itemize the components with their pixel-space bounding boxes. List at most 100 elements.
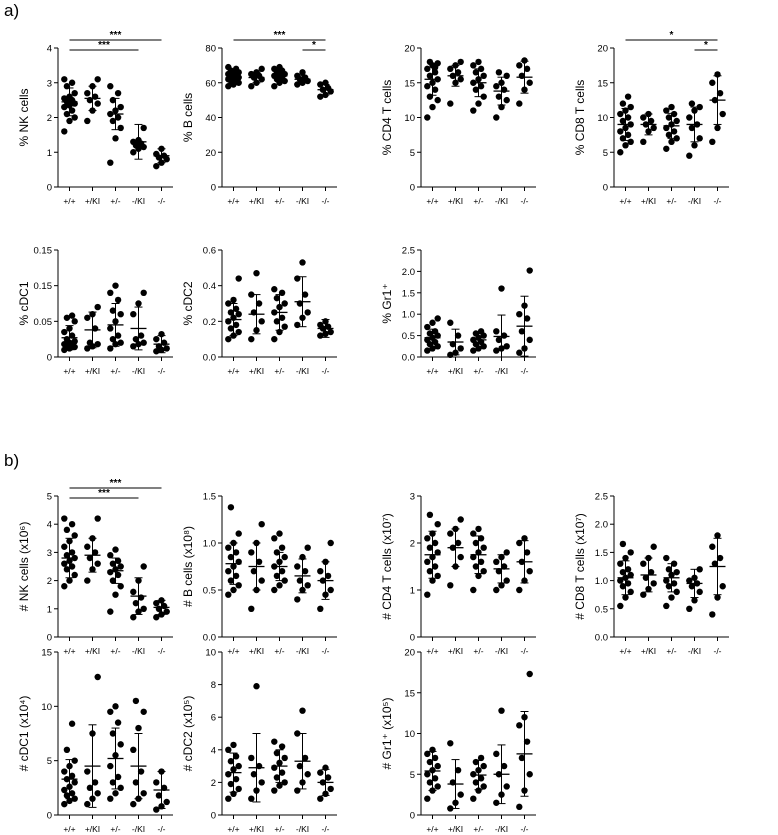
data-point (107, 159, 114, 166)
y-tick-label: 0.5 (402, 331, 415, 342)
data-point (132, 335, 140, 343)
data-point (281, 754, 288, 762)
y-tick-label: 0 (47, 353, 52, 364)
y-tick-label: 10 (205, 648, 216, 659)
data-point (107, 345, 114, 352)
data-point (114, 332, 122, 339)
data-point (112, 591, 119, 598)
data-point (673, 588, 680, 596)
data-point (640, 138, 647, 146)
y-axis-label: % Gr1⁺ (380, 283, 394, 323)
data-point (227, 577, 235, 584)
data-point (135, 724, 142, 732)
data-point (523, 315, 531, 322)
chart-a7: 0.0 0.5 1.0 1.5 2.0 2.5 % Gr1⁺ +/+ +/KI +/- -/KI -/… (380, 246, 536, 376)
data-point (86, 784, 94, 792)
data-point (434, 549, 441, 556)
data-point (94, 100, 101, 107)
data-point (503, 577, 510, 584)
data-point (719, 583, 726, 590)
data-point (447, 351, 454, 359)
y-tick-label: 4 (47, 520, 52, 531)
data-point (317, 605, 324, 612)
data-point (255, 300, 263, 307)
data-point (431, 328, 439, 335)
x-tick-label: +/- (473, 646, 483, 656)
data-point (253, 269, 260, 277)
y-tick-label: 20 (597, 44, 608, 55)
data-point (709, 138, 716, 146)
data-point (472, 539, 480, 547)
data-point (63, 566, 71, 573)
data-point (457, 58, 464, 66)
data-point (472, 779, 480, 786)
data-point (117, 103, 124, 111)
data-point (663, 577, 670, 584)
data-point (71, 795, 78, 802)
data-point (273, 294, 281, 302)
y-tick-label: 2.0 (402, 267, 415, 278)
data-point (429, 577, 436, 584)
y-tick-label: 40 (205, 113, 216, 124)
data-point (114, 89, 122, 97)
x-tick-label: +/KI (249, 824, 264, 834)
data-point (68, 563, 76, 570)
data-point (324, 774, 332, 781)
data-point (617, 560, 624, 567)
y-tick-label: 2 (211, 778, 216, 789)
data-point (429, 103, 436, 111)
data-point (457, 791, 464, 798)
chart-b4: 0.0 0.5 1.0 1.5 2.0 2.5 # CD8 T cells (x10⁷) +/… (573, 492, 729, 656)
y-tick-label: 3 (410, 492, 415, 503)
data-point (457, 76, 464, 83)
y-tick-label: 0 (211, 811, 216, 822)
chart-a1: 0 1 2 3 4 % NK cells +/+ +/KI +/- -/KI -/- ****** (17, 30, 173, 206)
y-tick-label: 10 (404, 729, 415, 740)
data-point (424, 83, 431, 90)
y-tick-label: 1 (47, 604, 52, 615)
y-tick-label: 1.0 (203, 539, 216, 550)
data-point (84, 543, 91, 550)
x-tick-label: +/+ (426, 646, 438, 656)
y-tick-label: 0 (211, 183, 216, 194)
y-tick-label: 8 (211, 680, 216, 691)
y-tick-label: 0.0 (402, 353, 415, 364)
x-tick-label: +/- (110, 366, 120, 376)
data-point (470, 553, 477, 561)
data-point (84, 768, 91, 775)
data-point (296, 762, 304, 770)
data-point (130, 311, 137, 318)
data-point (640, 114, 647, 121)
x-tick-label: -/- (321, 366, 329, 376)
data-point (526, 267, 533, 274)
data-point (477, 83, 485, 90)
panel-a-label: a) (4, 1, 19, 20)
data-point (112, 282, 119, 289)
data-point (107, 795, 114, 802)
data-point (114, 719, 122, 726)
data-point (317, 795, 324, 802)
data-point (271, 335, 278, 343)
data-point (521, 57, 528, 64)
y-tick-label: 20 (404, 648, 415, 659)
data-point (709, 611, 716, 618)
data-point (68, 790, 76, 797)
data-point (472, 69, 480, 76)
data-point (278, 769, 286, 776)
data-point (114, 557, 122, 565)
data-point (271, 535, 278, 542)
data-point (714, 124, 721, 132)
data-point (153, 599, 160, 607)
x-tick-label: +/KI (249, 196, 264, 206)
data-point (71, 532, 78, 539)
x-tick-label: +/- (274, 824, 284, 834)
data-point (71, 338, 78, 345)
data-point (686, 114, 693, 121)
data-point (94, 303, 101, 311)
data-point (647, 117, 655, 125)
data-point (273, 749, 281, 757)
data-point (426, 779, 434, 786)
data-point (140, 790, 147, 797)
data-point (66, 577, 73, 584)
y-tick-label: 0.0 (203, 633, 216, 644)
